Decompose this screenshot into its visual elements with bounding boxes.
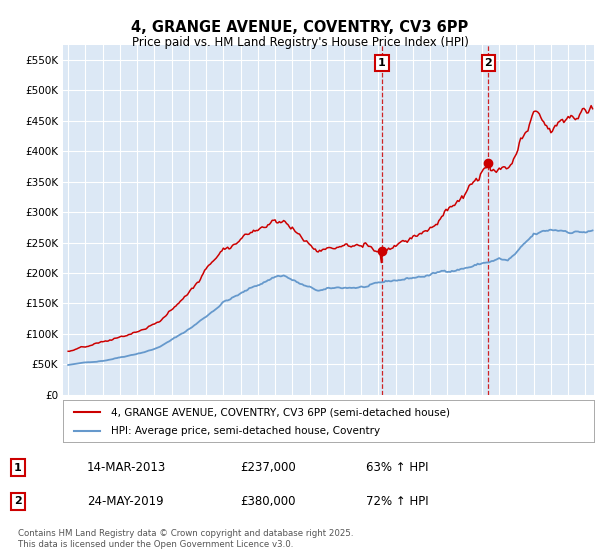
Text: 1: 1 bbox=[14, 463, 22, 473]
Text: 24-MAY-2019: 24-MAY-2019 bbox=[87, 494, 164, 508]
Text: £380,000: £380,000 bbox=[240, 494, 296, 508]
Text: 63% ↑ HPI: 63% ↑ HPI bbox=[366, 461, 428, 474]
Text: 1: 1 bbox=[378, 58, 386, 68]
Text: £237,000: £237,000 bbox=[240, 461, 296, 474]
Text: 14-MAR-2013: 14-MAR-2013 bbox=[87, 461, 166, 474]
Text: 2: 2 bbox=[485, 58, 493, 68]
Text: Price paid vs. HM Land Registry's House Price Index (HPI): Price paid vs. HM Land Registry's House … bbox=[131, 36, 469, 49]
Text: 2: 2 bbox=[14, 496, 22, 506]
Text: 72% ↑ HPI: 72% ↑ HPI bbox=[366, 494, 428, 508]
Text: Contains HM Land Registry data © Crown copyright and database right 2025.
This d: Contains HM Land Registry data © Crown c… bbox=[18, 529, 353, 549]
Text: 4, GRANGE AVENUE, COVENTRY, CV3 6PP: 4, GRANGE AVENUE, COVENTRY, CV3 6PP bbox=[131, 20, 469, 35]
Text: 4, GRANGE AVENUE, COVENTRY, CV3 6PP (semi-detached house): 4, GRANGE AVENUE, COVENTRY, CV3 6PP (sem… bbox=[111, 407, 450, 417]
Text: HPI: Average price, semi-detached house, Coventry: HPI: Average price, semi-detached house,… bbox=[111, 426, 380, 436]
